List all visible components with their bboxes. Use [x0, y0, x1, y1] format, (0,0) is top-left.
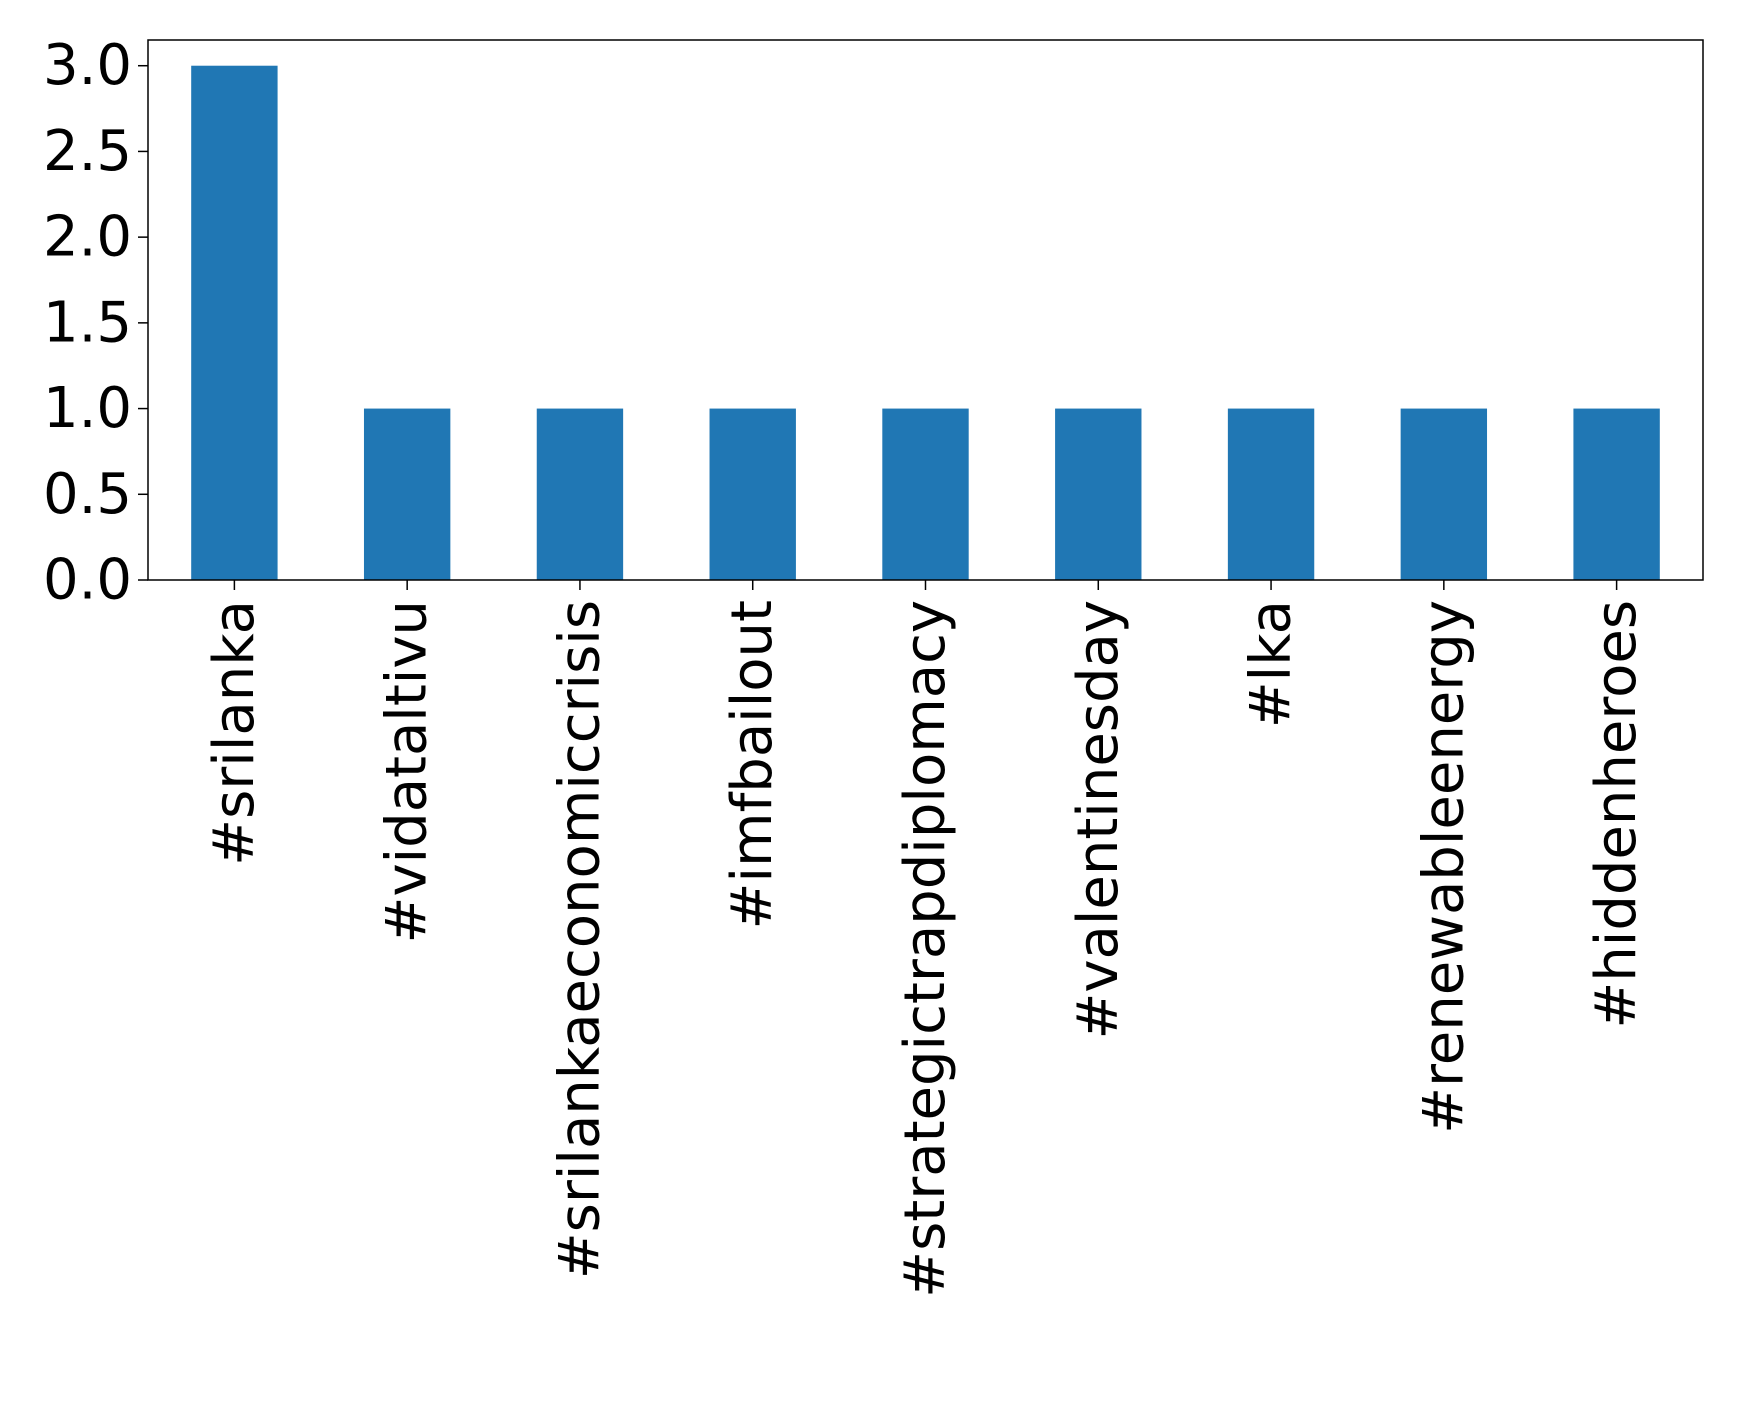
bar	[1055, 408, 1142, 580]
y-tick-label: 3.0	[43, 33, 132, 98]
x-tick-label: #srilanka	[202, 600, 267, 866]
bars-group	[191, 65, 1660, 580]
bar	[882, 408, 969, 580]
plot-frame	[147, 39, 1704, 581]
x-tick-label: #hiddenheroes	[1584, 600, 1649, 1029]
x-tick-label: #valentinesday	[1066, 600, 1131, 1040]
x-tick-label: #vidataltivu	[375, 600, 440, 943]
bar	[363, 408, 451, 580]
x-tick-label: #renewableenergy	[1411, 600, 1476, 1134]
bar	[1227, 408, 1315, 580]
y-tick-label: 2.5	[43, 119, 132, 184]
x-tick-label: #strategictrapdiplomacy	[893, 600, 958, 1298]
y-tick-label: 0.5	[43, 462, 132, 527]
bar	[1400, 408, 1488, 580]
y-tick-label: 1.0	[43, 376, 132, 441]
y-tick-label: 0.0	[43, 548, 132, 613]
bar	[709, 408, 796, 580]
bar	[536, 408, 624, 580]
x-tick-label: #srilankaeconomiccrisis	[547, 600, 612, 1279]
y-axis: 0.0 0.5 1.0 1.5 2.0 2.5 3.0	[43, 33, 148, 613]
y-tick-label: 2.0	[43, 205, 132, 270]
x-axis: #srilanka #vidataltivu #srilankaeconomiccr…	[202, 580, 1649, 1298]
bar	[191, 65, 278, 580]
bar	[1573, 408, 1660, 580]
x-tick-label: #lka	[1239, 600, 1304, 728]
x-tick-label: #imfbailout	[720, 600, 785, 929]
y-tick-label: 1.5	[43, 290, 132, 355]
